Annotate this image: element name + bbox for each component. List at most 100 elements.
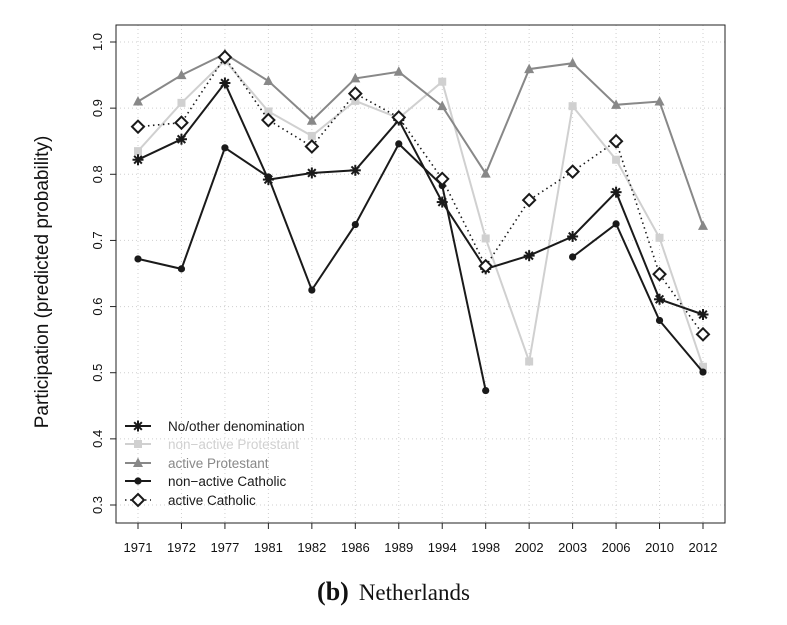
data-point [695, 326, 711, 342]
data-point [699, 368, 707, 376]
y-tick-label: 0.4 [90, 430, 105, 448]
figure-caption: (b) Netherlands [0, 577, 787, 607]
x-tick-label: 2012 [689, 540, 718, 555]
data-point [175, 133, 187, 145]
data-point [569, 253, 577, 261]
data-point [567, 57, 578, 68]
data-point [349, 164, 361, 176]
data-point [438, 77, 447, 86]
series-line [137, 55, 704, 335]
series-0 [132, 77, 709, 321]
data-point [568, 102, 577, 111]
legend-marker [134, 440, 142, 448]
data-point [565, 164, 581, 180]
data-point [391, 109, 407, 125]
data-point [306, 167, 318, 179]
data-point [654, 96, 665, 106]
data-point [437, 100, 448, 111]
data-point [567, 230, 579, 242]
axes: 0.3 0.4 0.5 0.6 0.7 0.8 0.9 1.0 1971 1972 1977 1981… [90, 33, 717, 555]
data-point [608, 133, 624, 149]
x-tick-label: 2006 [602, 540, 631, 555]
legend-label: non−active Catholic [168, 474, 286, 489]
legend-marker [134, 477, 142, 485]
data-point [347, 86, 363, 102]
data-point [134, 255, 142, 263]
y-tick-label: 0.8 [90, 165, 105, 183]
x-tick-label: 1982 [297, 540, 326, 555]
y-axis-label: Participation (predicted probability) [32, 136, 53, 429]
legend-label: active Protestant [168, 456, 269, 471]
data-point [655, 316, 664, 325]
data-point [351, 220, 359, 229]
data-point [612, 155, 621, 164]
data-point [698, 220, 708, 230]
data-point [130, 119, 146, 135]
x-tick-label: 1981 [254, 540, 283, 555]
caption-country: Netherlands [358, 580, 470, 605]
legend: No/other denomination non−active Protesta… [125, 419, 305, 508]
data-point [521, 192, 537, 208]
data-point [177, 265, 186, 273]
data-point [308, 286, 316, 294]
data-point [133, 96, 143, 106]
x-tick-label: 2002 [515, 540, 544, 555]
data-point [482, 386, 490, 395]
caption-panel-letter: (b) [317, 577, 349, 606]
series-line [137, 81, 704, 316]
series-3 [134, 140, 707, 395]
data-point [655, 233, 664, 242]
x-tick-label: 2003 [558, 540, 587, 555]
x-tick-label: 1998 [471, 540, 500, 555]
data-point [262, 174, 274, 186]
data-point [699, 362, 707, 371]
legend-marker [133, 457, 143, 467]
series-2 [133, 48, 708, 230]
data-point [393, 66, 404, 76]
line-chart: 0.3 0.4 0.5 0.6 0.7 0.8 0.9 1.0 1971 1972 1977 1981… [32, 24, 726, 555]
data-point [654, 293, 666, 305]
data-point [177, 98, 186, 107]
data-point [478, 258, 494, 274]
data-point [436, 196, 448, 208]
data-point [219, 77, 231, 89]
legend-marker [132, 420, 144, 432]
data-point [307, 131, 316, 140]
y-tick-label: 0.9 [90, 99, 105, 117]
data-point [611, 99, 622, 109]
data-point [304, 139, 320, 154]
legend-marker [130, 492, 146, 508]
x-tick-label: 1971 [124, 540, 153, 555]
x-tick-label: 2010 [645, 540, 674, 555]
data-point [176, 69, 187, 80]
data-point [174, 115, 189, 131]
data-point [652, 266, 667, 282]
data-point [263, 75, 274, 86]
data-point [610, 186, 622, 198]
data-point [306, 115, 317, 125]
y-tick-label: 0.5 [90, 364, 105, 382]
data-point [134, 147, 142, 156]
data-point [350, 72, 361, 83]
data-point [524, 63, 535, 74]
data-point [525, 357, 534, 366]
series-line [137, 52, 704, 227]
x-tick-label: 1977 [210, 540, 239, 555]
series-line [137, 142, 704, 391]
x-tick-label: 1972 [167, 540, 196, 555]
data-point [395, 140, 403, 148]
legend-label: non−active Protestant [168, 437, 299, 452]
series-4 [130, 49, 711, 342]
data-point [264, 107, 273, 116]
data-point [523, 250, 535, 262]
data-point [697, 309, 709, 321]
data-point [217, 49, 233, 65]
data-point [481, 234, 490, 243]
data-point [132, 154, 144, 166]
y-tick-label: 0.7 [90, 231, 105, 249]
data-point [480, 168, 491, 178]
data-point [612, 220, 620, 228]
data-point [434, 171, 450, 187]
plot-frame [115, 24, 726, 524]
legend-label: active Catholic [168, 493, 256, 508]
